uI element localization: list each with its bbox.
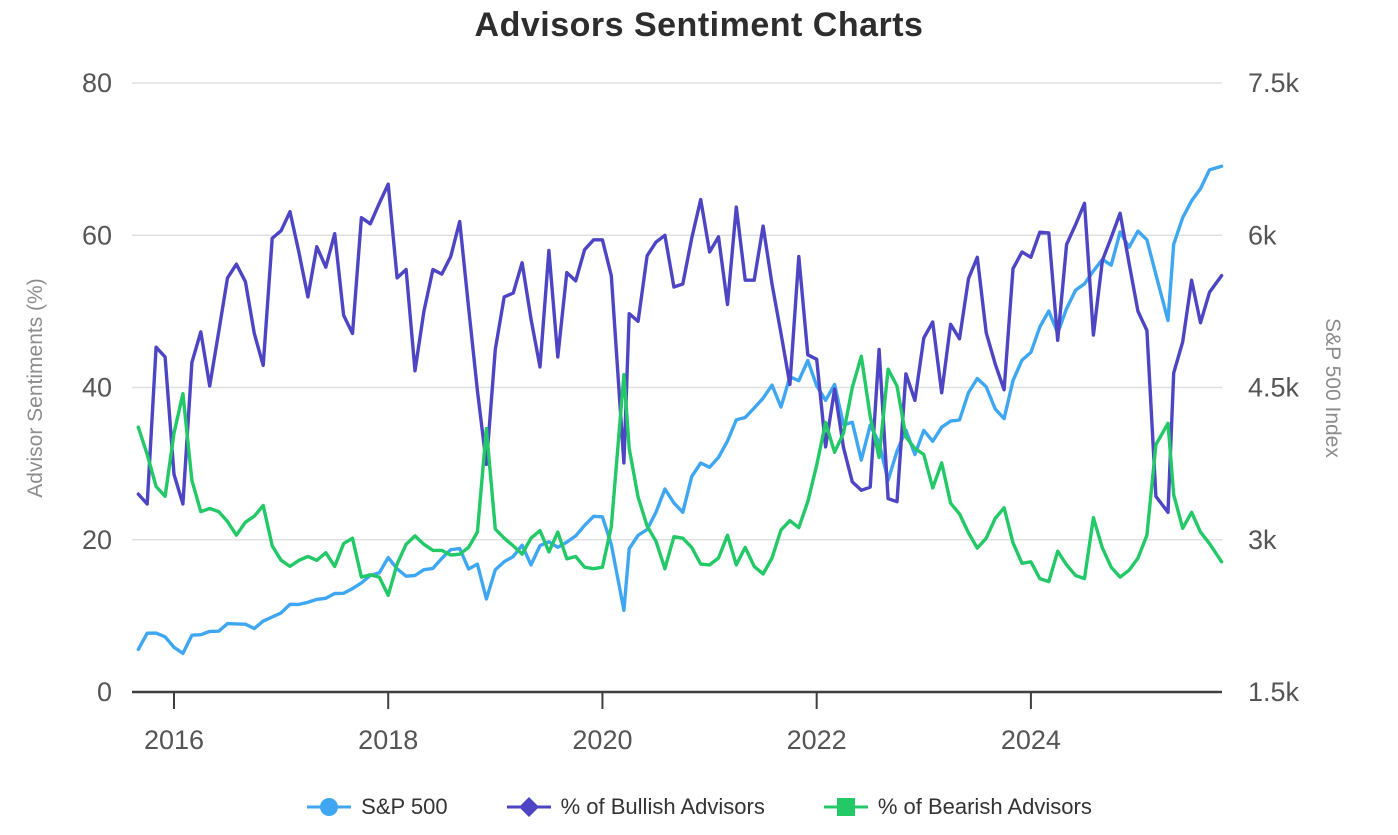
series-line-bullish[interactable] xyxy=(136,182,1224,514)
left-axis-tick-label: 80 xyxy=(82,68,112,98)
legend-item-bullish[interactable]: % of Bullish Advisors xyxy=(506,794,765,820)
x-axis-tick-label: 2016 xyxy=(144,725,204,755)
x-axis-tick-label: 2022 xyxy=(787,725,847,755)
circle-marker-icon xyxy=(307,798,352,816)
x-axis-tick-label: 2018 xyxy=(358,725,418,755)
x-axis-tick-label: 2020 xyxy=(572,725,632,755)
legend-label-bearish: % of Bearish Advisors xyxy=(877,794,1092,819)
left-axis-tick-label: 40 xyxy=(82,373,112,403)
legend-item-sp500[interactable]: S&P 500 xyxy=(306,794,448,820)
right-axis-tick-label: 4.5k xyxy=(1248,373,1300,403)
legend: S&P 500 % of Bullish Advisors % of Beari… xyxy=(0,794,1398,820)
right-axis-tick-label: 6k xyxy=(1248,220,1277,250)
right-axis-tick-label: 1.5k xyxy=(1248,677,1300,707)
series-line-sp500[interactable] xyxy=(136,164,1224,656)
legend-item-bearish[interactable]: % of Bearish Advisors xyxy=(823,794,1092,820)
legend-label-bullish: % of Bullish Advisors xyxy=(560,794,765,819)
diamond-marker-icon xyxy=(506,797,551,817)
x-axis-tick-label: 2024 xyxy=(1001,725,1061,755)
chart-title: Advisors Sentiment Charts xyxy=(474,6,924,44)
square-marker-icon xyxy=(823,798,868,816)
right-axis-tick-label: 7.5k xyxy=(1248,68,1300,98)
right-axis-tick-label: 3k xyxy=(1248,525,1277,555)
plot-area: 0 20 40 60 80 1.5k 3k 4.5k 6k 7.5k 2016 2018 2020 202… xyxy=(82,68,1300,755)
left-axis-tick-label: 20 xyxy=(82,525,112,555)
legend-label-sp500: S&P 500 xyxy=(361,794,448,819)
left-axis-tick-label: 60 xyxy=(82,220,112,250)
left-axis-tick-label: 0 xyxy=(97,677,112,707)
series-line-bearish[interactable] xyxy=(136,354,1224,597)
